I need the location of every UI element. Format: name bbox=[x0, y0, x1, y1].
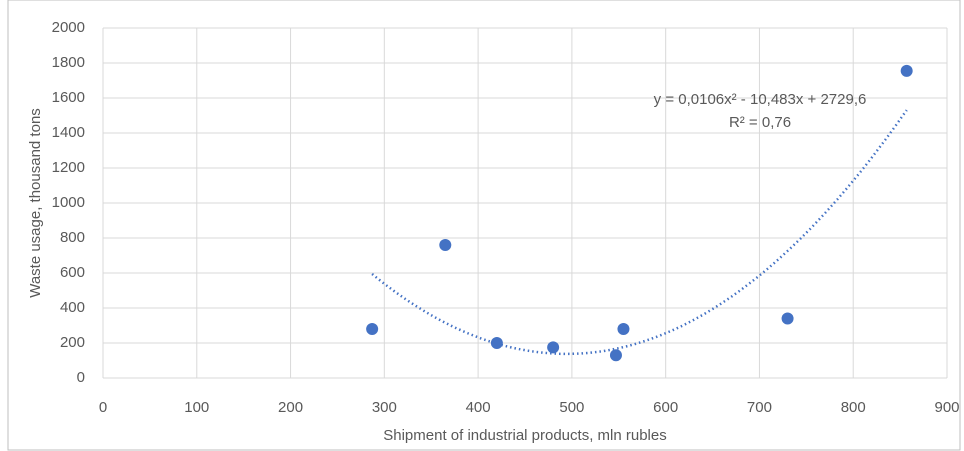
x-tick-label: 900 bbox=[934, 399, 959, 416]
x-tick-label: 200 bbox=[278, 399, 303, 416]
x-tick-label: 500 bbox=[559, 399, 584, 416]
x-axis-label: Shipment of industrial products, mln rub… bbox=[383, 427, 666, 444]
x-tick-label: 400 bbox=[466, 399, 491, 416]
data-point bbox=[547, 341, 560, 354]
y-tick-label: 1000 bbox=[52, 194, 85, 211]
y-tick-label: 1200 bbox=[52, 159, 85, 176]
y-tick-label: 1400 bbox=[52, 124, 85, 141]
y-tick-label: 400 bbox=[60, 299, 85, 316]
x-tick-label: 0 bbox=[99, 399, 107, 416]
y-tick-label: 2000 bbox=[52, 19, 85, 36]
y-tick-label: 1600 bbox=[52, 89, 85, 106]
data-point bbox=[490, 337, 503, 349]
data-point bbox=[439, 239, 452, 251]
trendline-r2: R² = 0,76 bbox=[729, 114, 791, 131]
y-axis-label: Waste usage, thousand tons bbox=[27, 108, 44, 298]
data-point bbox=[609, 349, 622, 362]
data-point bbox=[366, 323, 379, 335]
chart-frame bbox=[7, 0, 961, 451]
data-point bbox=[900, 64, 913, 77]
data-point bbox=[781, 312, 794, 325]
trendline bbox=[371, 109, 908, 356]
y-tick-label: 200 bbox=[60, 334, 85, 351]
x-tick-label: 700 bbox=[747, 399, 772, 416]
y-tick-label: 0 bbox=[77, 369, 85, 386]
trendline-equation: y = 0,0106x² - 10,483x + 2729,6 bbox=[654, 91, 867, 108]
y-tick-label: 800 bbox=[60, 229, 85, 246]
x-tick-label: 300 bbox=[372, 399, 397, 416]
x-tick-label: 800 bbox=[841, 399, 866, 416]
data-point bbox=[617, 323, 630, 335]
x-tick-label: 600 bbox=[653, 399, 678, 416]
y-tick-label: 1800 bbox=[52, 54, 85, 71]
y-tick-label: 600 bbox=[60, 264, 85, 281]
x-tick-label: 100 bbox=[184, 399, 209, 416]
